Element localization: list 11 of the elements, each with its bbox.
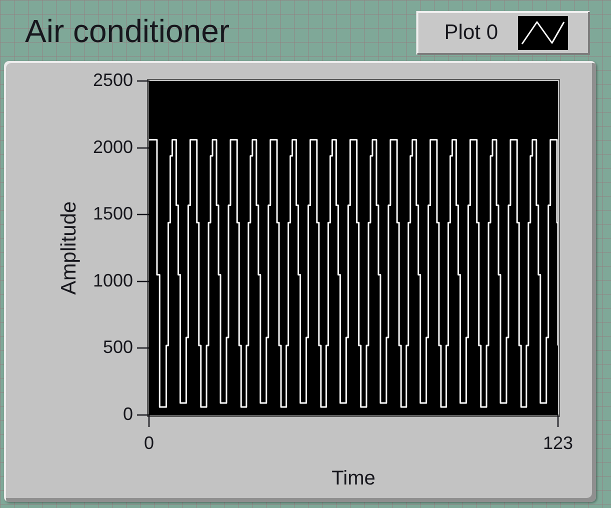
x-tick-label: 123 <box>542 432 574 453</box>
y-tick-label: 500 <box>102 337 133 358</box>
legend-label: Plot 0 <box>444 20 498 44</box>
y-tick-label: 1500 <box>92 204 133 224</box>
y-tick-label: 2500 <box>92 70 133 90</box>
y-axis-title: Amplitude <box>57 201 80 295</box>
y-tick-label: 0 <box>122 404 133 424</box>
x-axis-title: Time <box>332 468 376 490</box>
y-tick-label: 1000 <box>92 270 133 290</box>
chart-title: Air conditioner <box>25 12 230 50</box>
y-tick-label: 2000 <box>92 136 133 157</box>
